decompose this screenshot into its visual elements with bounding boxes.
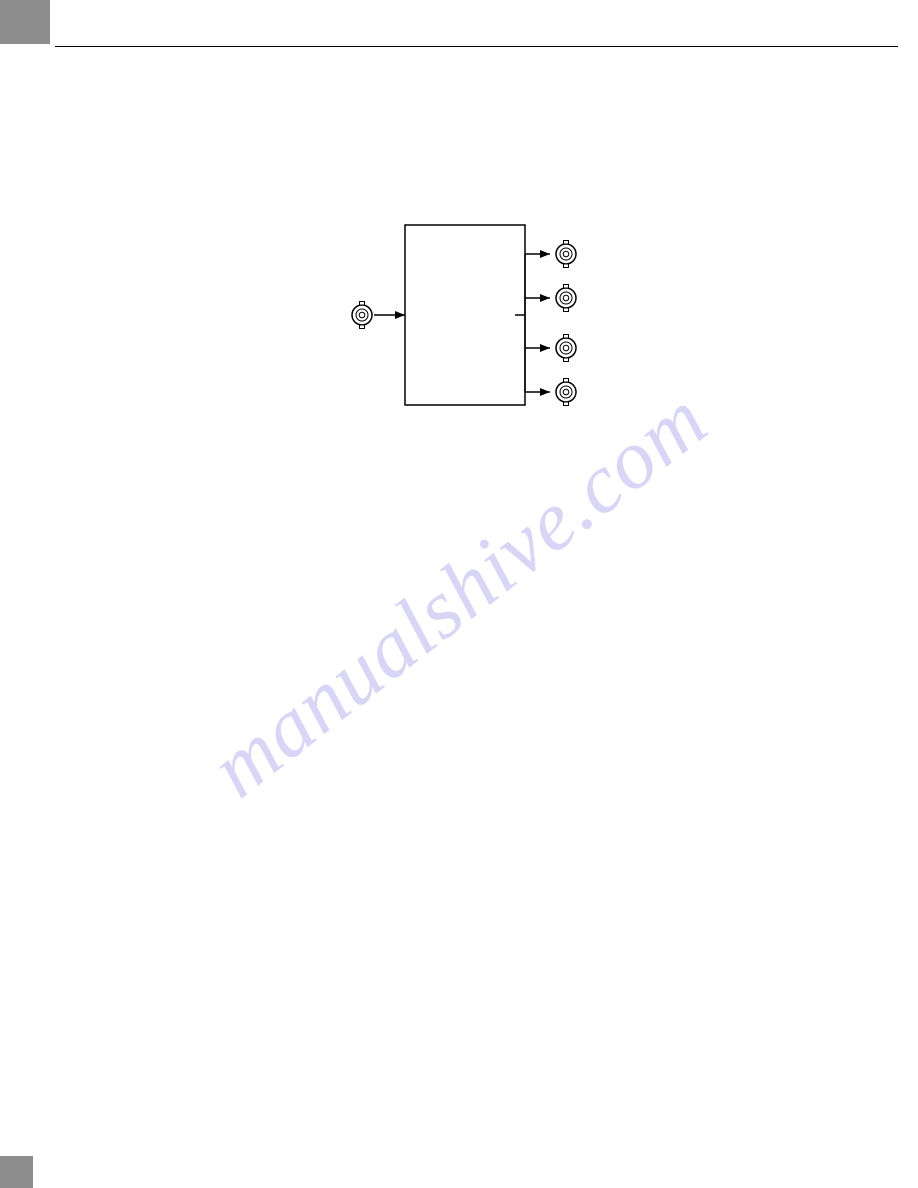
header-rule bbox=[55, 46, 898, 47]
diagram-svg bbox=[350, 220, 610, 440]
block-diagram bbox=[350, 220, 610, 440]
footer-tab bbox=[0, 1156, 33, 1188]
header-tab bbox=[0, 0, 50, 44]
